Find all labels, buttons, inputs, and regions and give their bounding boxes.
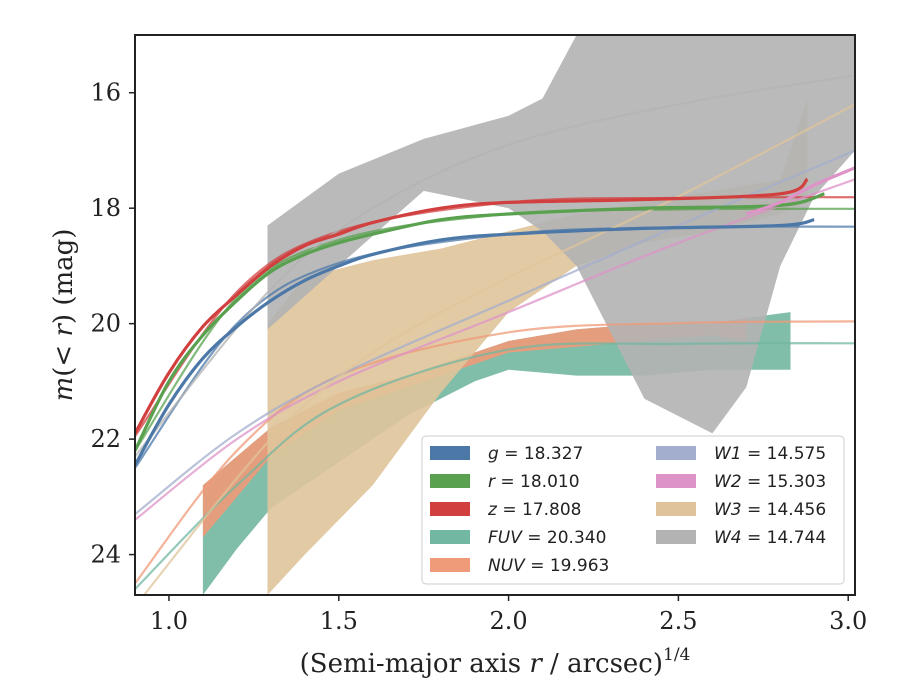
x-tick-label: 2.0: [489, 607, 527, 635]
fit-line-nuv: [135, 320, 855, 585]
fit-line-fuv: [135, 342, 855, 590]
legend-label-g: g = 18.327: [488, 444, 583, 464]
legend-box: [421, 435, 845, 585]
x-axis-label: (Semi-major axis r / arcsec)1/4: [300, 645, 691, 679]
x-axis-label-exp: 1/4: [663, 645, 690, 665]
data-line-z: [135, 177, 809, 435]
legend-label-nuv: NUV = 19.963: [488, 556, 609, 576]
legend-swatch-r: [430, 474, 470, 488]
y-axis-label-mid: (<: [49, 337, 79, 377]
data-line-w2: [745, 166, 855, 216]
ticks-layer: 1.0 1.5 2.0 2.5 3.0 16 18 20 22 24: [90, 79, 867, 635]
y-tick-label: 20: [90, 310, 121, 338]
legend-swatch-fuv: [430, 530, 470, 544]
legend-label-w4: W4 = 14.744: [714, 528, 826, 548]
y-axis-label-var: m: [49, 377, 79, 402]
data-line-r: [135, 192, 825, 452]
x-axis-label-var: r: [529, 649, 543, 679]
legend-swatch-w1: [656, 446, 696, 460]
fit-line-w2: [135, 178, 855, 521]
fit-line-w1: [135, 149, 855, 516]
legend-swatch-g: [430, 446, 470, 460]
x-tick-label: 3.0: [829, 607, 867, 635]
legend-swatch-w2: [656, 474, 696, 488]
y-axis-label: m(< r) (mag): [49, 229, 79, 402]
y-tick-label: 24: [90, 541, 121, 569]
legend-swatch-nuv: [430, 558, 470, 572]
fit-lines-layer: [135, 74, 855, 595]
data-line-g: [135, 218, 815, 466]
y-tick-label: 22: [90, 425, 121, 453]
legend-swatch-z: [430, 502, 470, 516]
x-tick-label: 1.5: [320, 607, 358, 635]
band-w4: [267, 35, 855, 434]
x-axis-label-pre: (Semi-major axis: [300, 649, 530, 679]
x-tick-label: 2.5: [659, 607, 697, 635]
x-axis-label-post: / arcsec): [542, 649, 663, 679]
data-lines-layer: [135, 166, 855, 466]
plot-frame: [134, 34, 856, 596]
legend-label-z: z = 17.808: [487, 500, 581, 520]
legend-label-r: r = 18.010: [488, 472, 580, 492]
y-tick-label: 16: [90, 79, 121, 107]
x-tick-label: 1.0: [150, 607, 188, 635]
fit-line-w3: [142, 103, 855, 595]
bands-layer: [202, 35, 855, 595]
legend-label-w3: W3 = 14.456: [714, 500, 826, 520]
legend-label-w2: W2 = 15.303: [714, 472, 826, 492]
y-tick-label: 18: [90, 194, 121, 222]
legend-label-fuv: FUV = 20.340: [488, 528, 606, 548]
legend-label-w1: W1 = 14.575: [714, 444, 826, 464]
legend-swatch-w4: [656, 530, 696, 544]
y-axis-label-post: ) (mag): [49, 229, 79, 325]
legend: g = 18.327 r = 18.010 z = 17.808 FUV = 20.3…: [421, 435, 845, 585]
legend-swatch-w3: [656, 502, 696, 516]
y-axis-label-var2: r: [49, 323, 79, 337]
